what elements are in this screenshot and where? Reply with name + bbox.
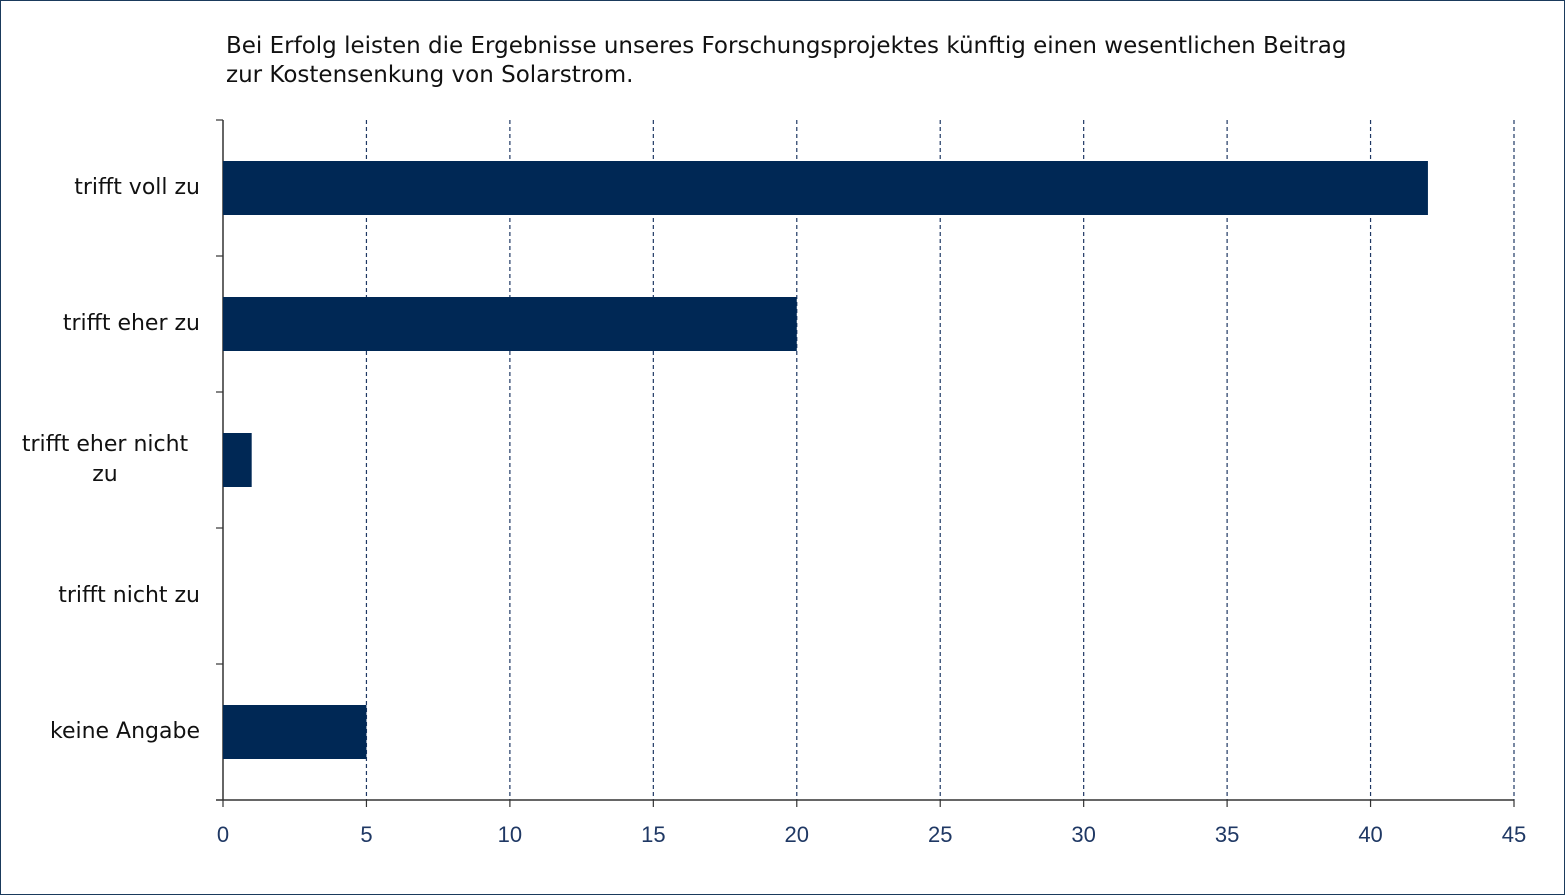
bar [223,297,797,351]
x-tick-label: 30 [1071,822,1095,847]
y-tick-label: keine Angabe [49,719,200,744]
y-tick-label: trifft voll zu [74,175,200,200]
x-tick-label: 25 [928,822,952,847]
bar [223,705,367,759]
y-tick-label: trifft eher nicht zu [21,432,189,487]
x-tick-label: 10 [498,822,522,847]
y-tick-label: trifft nicht zu [58,583,200,608]
bar [223,433,252,487]
x-tick-label: 35 [1215,822,1239,847]
x-tick-label: 15 [641,822,665,847]
x-tick-label: 5 [360,822,372,847]
bar [223,161,1428,215]
x-tick-label: 45 [1502,822,1526,847]
y-tick-label: trifft eher zu [62,311,200,336]
x-tick-label: 40 [1358,822,1382,847]
x-tick-label: 20 [785,822,809,847]
x-tick-label: 0 [217,822,229,847]
chart-title: Bei Erfolg leisten die Ergebnisse unsere… [226,33,1347,88]
